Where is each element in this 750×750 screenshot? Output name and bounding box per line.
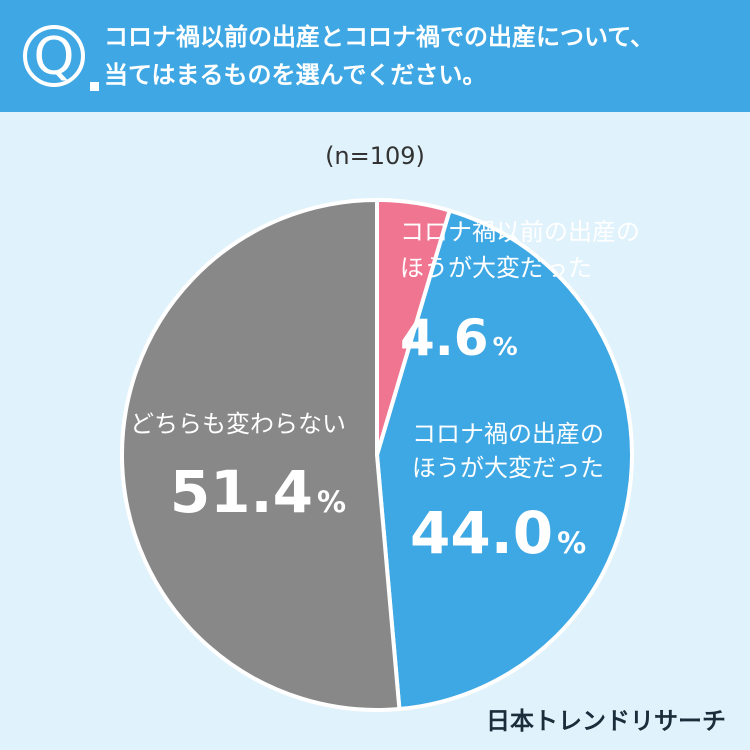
question-line-2: 当てはまるものを選んでください。 [104,61,487,89]
slice-label-former: コロナ禍以前の出産の [400,218,640,246]
question-line-1: コロナ禍以前の出産とコロナ禍での出産について、 [104,23,655,51]
slice-label-covid-line2: ほうが大変だった [412,454,604,482]
slice-label-covid: コロナ禍の出産の [412,420,604,448]
sample-size-label: (n=109) [325,142,425,170]
brand-logo-text: 日本トレンドリサーチ [486,707,726,735]
slice-value-former: 4.6% [400,309,518,367]
slice-label-former-line2: ほうが大変だった [400,254,592,282]
pie-slice-covid [375,208,634,712]
slice-label-same: どちらも変わらない [130,410,346,438]
question-header: Q コロナ禍以前の出産とコロナ禍での出産について、 当てはまるものを選んでくださ… [0,0,750,112]
slice-value-covid: 44.0% [410,499,586,567]
question-text: コロナ禍以前の出産とコロナ禍での出産について、 当てはまるものを選んでください。 [104,18,734,94]
q-badge-letter: Q [34,27,75,87]
slice-value-same: 51.4% [170,458,346,526]
pie-slice-same [120,198,402,712]
q-badge-icon: Q [23,25,99,91]
